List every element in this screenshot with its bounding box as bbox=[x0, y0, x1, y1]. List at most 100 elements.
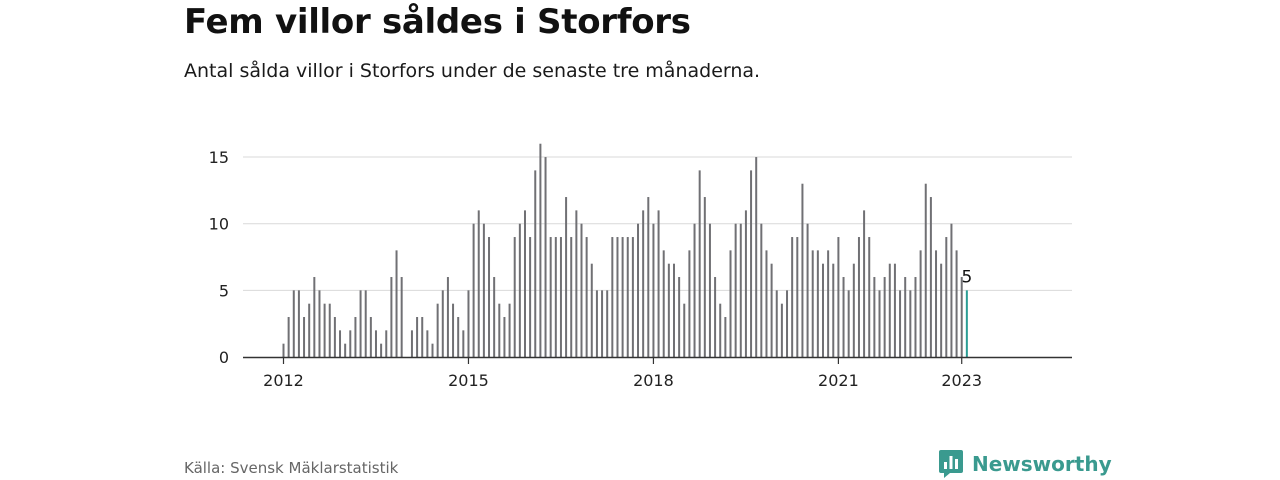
gridlines bbox=[243, 156, 1072, 291]
bar bbox=[893, 263, 896, 357]
tick-labels: 0 5 10 15 5 2012 2015 2018 2021 2023 bbox=[209, 148, 982, 390]
latest-value-label: 5 bbox=[961, 267, 972, 287]
bar bbox=[498, 303, 501, 357]
bar bbox=[847, 290, 850, 357]
bar bbox=[647, 197, 650, 357]
bar bbox=[565, 197, 568, 357]
bar bbox=[919, 250, 922, 357]
bar bbox=[534, 170, 537, 357]
bar bbox=[888, 263, 891, 357]
bar bbox=[441, 290, 444, 357]
x-tick-label: 2012 bbox=[263, 371, 304, 390]
bar bbox=[708, 223, 711, 357]
bar bbox=[595, 290, 598, 357]
bar bbox=[513, 237, 516, 357]
bar bbox=[899, 290, 902, 357]
bar bbox=[457, 317, 460, 357]
bar bbox=[868, 237, 871, 357]
bar bbox=[339, 330, 342, 357]
bar bbox=[606, 290, 609, 357]
bar bbox=[503, 317, 506, 357]
bar bbox=[801, 183, 804, 357]
bar bbox=[755, 157, 758, 357]
bar bbox=[549, 237, 552, 357]
y-tick-label: 0 bbox=[219, 348, 229, 367]
bar bbox=[323, 303, 326, 357]
chart-title: Fem villor såldes i Storfors bbox=[184, 2, 691, 42]
bar bbox=[729, 250, 732, 357]
bar bbox=[703, 197, 706, 357]
bar bbox=[883, 277, 886, 357]
x-tick-label: 2018 bbox=[633, 371, 674, 390]
bar bbox=[467, 290, 470, 357]
bar bbox=[791, 237, 794, 357]
bar bbox=[359, 290, 362, 357]
bar bbox=[816, 250, 819, 357]
bar bbox=[374, 330, 377, 357]
bars bbox=[282, 143, 968, 357]
bar bbox=[364, 290, 367, 357]
bar bbox=[297, 290, 300, 357]
bar bbox=[811, 250, 814, 357]
bar bbox=[400, 277, 403, 357]
bar bbox=[688, 250, 691, 357]
bar bbox=[678, 277, 681, 357]
bar bbox=[672, 263, 675, 357]
bar-latest bbox=[965, 290, 968, 357]
bar bbox=[821, 263, 824, 357]
bar bbox=[662, 250, 665, 357]
x-tick-label: 2015 bbox=[448, 371, 489, 390]
bar bbox=[287, 317, 290, 357]
newsworthy-chart-icon bbox=[939, 450, 963, 478]
bar bbox=[780, 303, 783, 357]
bar bbox=[601, 290, 604, 357]
bar bbox=[837, 237, 840, 357]
bar bbox=[637, 223, 640, 357]
bar bbox=[775, 290, 778, 357]
newsworthy-logo[interactable]: Newsworthy bbox=[938, 449, 1112, 479]
bar bbox=[544, 157, 547, 357]
bar bbox=[523, 210, 526, 357]
bar bbox=[940, 263, 943, 357]
bar bbox=[642, 210, 645, 357]
bar bbox=[863, 210, 866, 357]
bar bbox=[436, 303, 439, 357]
y-tick-label: 15 bbox=[209, 148, 229, 167]
bar bbox=[482, 223, 485, 357]
bar bbox=[734, 223, 737, 357]
bar bbox=[472, 223, 475, 357]
bar bbox=[344, 343, 347, 357]
bar bbox=[857, 237, 860, 357]
bar bbox=[349, 330, 352, 357]
bar bbox=[714, 277, 717, 357]
axes bbox=[243, 356, 1072, 364]
bar bbox=[611, 237, 614, 357]
bar bbox=[935, 250, 938, 357]
bar bbox=[770, 263, 773, 357]
bar bbox=[570, 237, 573, 357]
bar bbox=[631, 237, 634, 357]
bar bbox=[446, 277, 449, 357]
bar bbox=[945, 237, 948, 357]
bar bbox=[477, 210, 480, 357]
bar bbox=[765, 250, 768, 357]
bar bbox=[575, 210, 578, 357]
bar bbox=[390, 277, 393, 357]
bar bbox=[652, 223, 655, 357]
bar-chart: 0 5 10 15 5 2012 2015 2018 2021 2023 bbox=[209, 143, 1072, 390]
bar bbox=[488, 237, 491, 357]
bar bbox=[385, 330, 388, 357]
bar bbox=[626, 237, 629, 357]
bar bbox=[786, 290, 789, 357]
bar bbox=[960, 277, 963, 357]
source-note: Källa: Svensk Mäklarstatistik bbox=[184, 459, 399, 477]
bar bbox=[452, 303, 455, 357]
bar bbox=[426, 330, 429, 357]
bar bbox=[508, 303, 511, 357]
bar bbox=[380, 343, 383, 357]
bar bbox=[354, 317, 357, 357]
bar bbox=[303, 317, 306, 357]
bar bbox=[395, 250, 398, 357]
bar bbox=[914, 277, 917, 357]
bar bbox=[878, 290, 881, 357]
